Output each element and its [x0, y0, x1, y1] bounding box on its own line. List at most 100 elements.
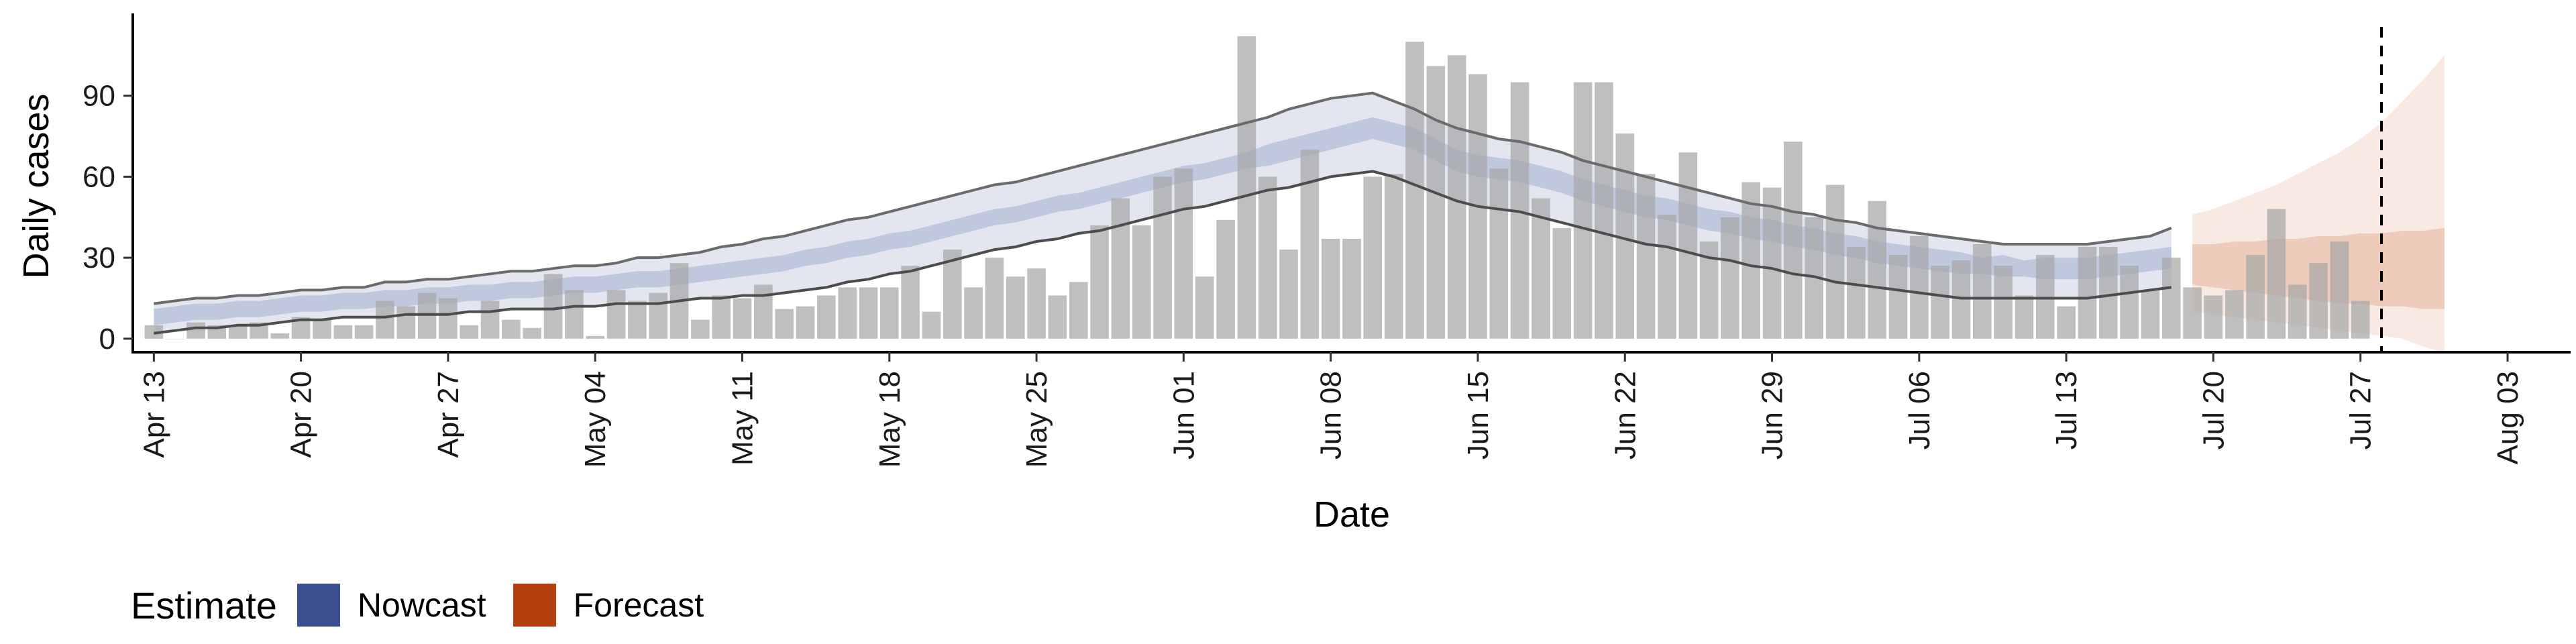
case-bar — [2141, 290, 2160, 339]
case-bar — [1847, 247, 1866, 339]
case-bar — [817, 295, 836, 339]
nowcast-inner-band — [154, 117, 2171, 325]
case-bar — [2246, 255, 2265, 339]
case-bar — [859, 287, 878, 339]
case-bar — [1741, 182, 1760, 339]
case-bar — [354, 325, 374, 339]
case-bar — [439, 298, 458, 339]
case-bar — [1405, 42, 1424, 339]
case-bar — [2330, 241, 2349, 339]
case-bar — [880, 287, 899, 339]
case-bar — [1784, 142, 1803, 339]
y-tick-label: 30 — [83, 241, 115, 274]
daily-case-bars — [144, 36, 2370, 339]
case-bar — [1132, 225, 1151, 339]
case-bar — [2078, 247, 2097, 339]
case-bar — [2267, 209, 2286, 339]
case-bar — [2099, 247, 2118, 339]
case-bar — [733, 298, 752, 339]
case-bar — [628, 301, 647, 339]
case-bar — [1279, 250, 1298, 339]
x-tick-label: May 04 — [579, 371, 612, 468]
case-bar — [1426, 66, 1446, 339]
case-bar — [1111, 198, 1130, 339]
case-bar — [565, 290, 584, 339]
case-bar — [1888, 255, 1908, 339]
case-bar — [1868, 201, 1886, 339]
case-bar — [943, 250, 962, 339]
case-bar — [1174, 168, 1193, 339]
case-bar — [2057, 306, 2076, 339]
case-bar — [1069, 282, 1088, 339]
case-bar — [313, 319, 331, 339]
case-bar — [1636, 174, 1656, 339]
case-bar — [2162, 258, 2181, 339]
case-bar — [1973, 244, 1992, 339]
case-bar — [1489, 168, 1509, 339]
case-bar — [1721, 217, 1739, 339]
case-bar — [1532, 198, 1550, 339]
case-bar — [460, 325, 479, 339]
x-tick-label: May 11 — [727, 371, 759, 466]
case-bar — [228, 325, 248, 339]
x-tick-label: Jun 15 — [1462, 371, 1495, 460]
case-bar — [480, 301, 500, 339]
x-tick-label: Jul 20 — [2197, 371, 2230, 449]
case-bar — [1300, 150, 1320, 339]
case-bar — [1658, 214, 1676, 339]
case-bar — [186, 322, 205, 339]
nowcast-lower-line — [154, 170, 2172, 335]
x-tick-label: Jun 08 — [1315, 371, 1348, 460]
case-bar — [586, 335, 604, 339]
case-bar — [1595, 82, 1613, 339]
case-bar — [922, 311, 941, 339]
x-tick-label: Apr 13 — [138, 371, 170, 458]
legend-item-nowcast: Nowcast — [297, 584, 486, 627]
case-bar — [1048, 295, 1067, 339]
case-bar — [376, 301, 394, 339]
x-tick-label: May 18 — [873, 371, 906, 468]
legend-item-forecast: Forecast — [513, 584, 704, 627]
case-bar — [543, 274, 563, 339]
case-bar — [838, 287, 857, 339]
case-bar — [1090, 225, 1109, 339]
case-bar — [2204, 295, 2223, 339]
case-bar — [1762, 187, 1782, 339]
chart: 0 30 60 90 Apr 13 Apr 20 Apr 27 May 04 May 11 May… — [16, 13, 2571, 535]
x-tick-label: Jun 22 — [1609, 371, 1642, 460]
legend-label-nowcast: Nowcast — [357, 586, 486, 624]
y-tick-label: 60 — [83, 160, 115, 193]
case-bar — [523, 327, 541, 339]
case-bar — [1951, 260, 1971, 339]
case-bar — [1027, 268, 1046, 339]
case-bar — [1552, 227, 1572, 339]
legend: Estimate Nowcast Forecast — [131, 578, 731, 632]
case-bar — [1216, 219, 1235, 339]
y-tick-label: 90 — [83, 80, 115, 113]
case-bar — [1447, 55, 1466, 339]
case-bar — [1321, 239, 1340, 339]
case-bar — [649, 292, 667, 339]
case-bar — [901, 266, 920, 339]
case-bar — [1931, 266, 1949, 339]
y-axis-title: Daily cases — [16, 93, 56, 278]
case-bar — [1384, 174, 1403, 339]
legend-title: Estimate — [131, 584, 277, 627]
x-tick-label: Aug 03 — [2491, 371, 2524, 464]
x-axis-title: Date — [1313, 494, 1390, 535]
nowcast-upper-line — [154, 91, 2172, 305]
case-bar — [775, 309, 794, 339]
case-bar — [985, 258, 1004, 339]
case-bar — [2288, 284, 2307, 339]
x-tick-label: Jul 13 — [2050, 371, 2083, 449]
case-bar — [1573, 82, 1593, 339]
case-bar — [964, 287, 983, 339]
case-bar — [270, 333, 290, 339]
nowcast-swatch — [297, 584, 340, 627]
case-bar — [502, 319, 521, 339]
case-bar — [796, 306, 815, 339]
case-bar — [1153, 176, 1172, 339]
case-bar — [1363, 176, 1383, 339]
case-bar — [712, 295, 731, 339]
case-bar — [2015, 295, 2034, 339]
